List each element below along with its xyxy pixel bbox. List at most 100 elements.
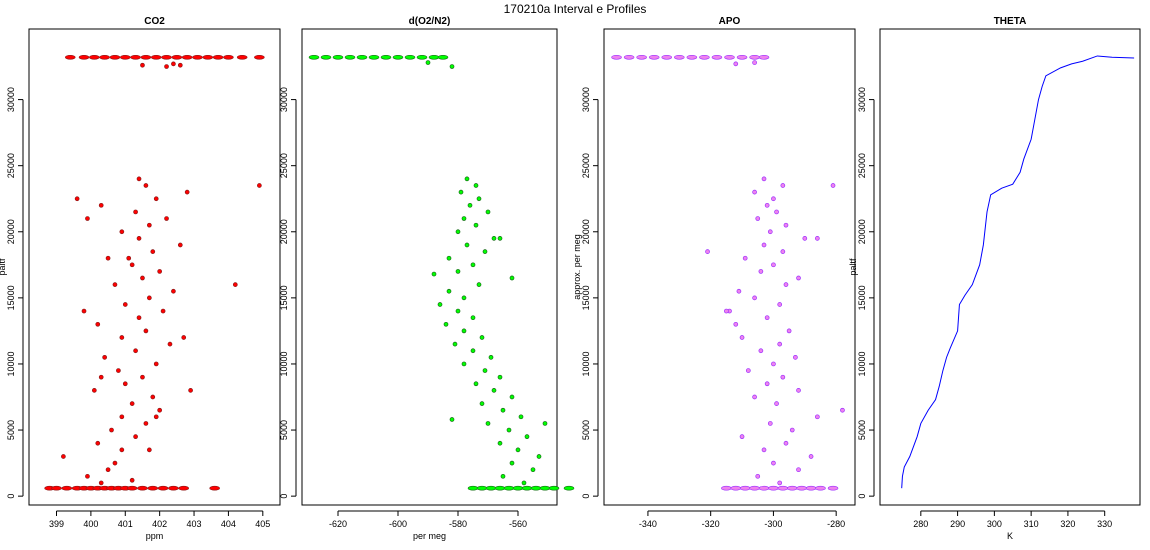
data-point — [437, 302, 443, 307]
plot-box — [301, 28, 558, 506]
data-point — [736, 54, 748, 60]
data-point — [119, 414, 125, 420]
data-point — [168, 485, 179, 491]
data-point — [755, 216, 761, 221]
data-point — [530, 467, 536, 473]
data-point — [181, 54, 193, 60]
data-point — [167, 341, 173, 347]
data-point — [112, 282, 118, 287]
y-tick-label: 25000 — [6, 153, 16, 178]
panel-theta: THETA 280 290 300 310 320 330 0 5000 10000 15000 20… — [848, 16, 1141, 541]
data-point — [81, 308, 87, 314]
data-point — [536, 454, 542, 459]
data-point — [119, 335, 125, 340]
data-point — [102, 354, 107, 360]
x-tick-label: 399 — [49, 519, 64, 529]
data-point — [814, 236, 820, 241]
data-point — [188, 388, 193, 393]
x-tick-label: -340 — [639, 519, 657, 529]
data-point — [774, 401, 779, 406]
y-tick-label: 5000 — [6, 420, 16, 440]
data-point — [137, 485, 148, 491]
x-tick-label: 400 — [83, 519, 98, 529]
y-tick-label: 10000 — [6, 351, 16, 376]
data-point — [257, 183, 262, 188]
plot-box — [879, 28, 1141, 506]
data-point — [473, 381, 479, 387]
data-point — [133, 434, 138, 440]
data-point — [89, 54, 100, 60]
data-point — [500, 407, 506, 413]
data-point — [512, 485, 524, 491]
data-point — [98, 202, 104, 208]
data-point — [64, 54, 76, 60]
data-point — [636, 54, 647, 60]
data-point — [509, 275, 515, 281]
panel-do2n2: d(O2/N2) -620 -600 -580 -560 0 5000 10000 15000 2… — [279, 16, 575, 541]
data-point — [467, 485, 479, 491]
data-point — [752, 295, 757, 301]
y-tick-label: 0 — [581, 494, 591, 499]
data-point — [783, 440, 789, 446]
data-point — [509, 460, 515, 466]
data-point — [122, 302, 128, 307]
data-point — [95, 440, 101, 446]
data-point — [815, 485, 826, 491]
data-point — [455, 229, 461, 235]
y-tick-label: 25000 — [279, 153, 289, 178]
data-point — [805, 485, 817, 491]
data-point — [802, 236, 808, 241]
data-point — [392, 54, 404, 60]
data-point — [733, 321, 739, 327]
data-point — [136, 236, 142, 241]
data-point — [515, 447, 521, 453]
data-point — [476, 196, 482, 202]
data-point — [777, 485, 789, 491]
data-point — [164, 216, 169, 221]
data-point — [461, 216, 467, 221]
y-tick-label: 5000 — [581, 420, 591, 440]
data-point — [764, 381, 770, 387]
x-axis-label: per meg — [413, 531, 446, 541]
data-point — [192, 54, 203, 60]
data-point — [443, 321, 449, 327]
data-point — [711, 54, 723, 60]
data-point — [119, 447, 125, 453]
data-point — [673, 54, 685, 60]
data-point — [739, 335, 745, 340]
data-point — [153, 196, 159, 202]
data-point — [416, 54, 428, 60]
y-axis-label: approx. per meg — [572, 234, 582, 300]
data-point — [786, 485, 798, 491]
data-point — [491, 236, 497, 241]
data-point — [796, 388, 801, 393]
data-point — [774, 209, 779, 215]
data-point — [530, 485, 542, 491]
data-point — [143, 421, 149, 426]
data-point — [146, 222, 152, 228]
data-point — [95, 321, 101, 327]
data-point — [428, 54, 440, 60]
data-point — [464, 176, 470, 182]
data-point — [767, 229, 773, 235]
data-point — [164, 64, 169, 69]
x-tick-label: -300 — [764, 519, 782, 529]
data-point — [425, 60, 431, 65]
x-tick-label: -600 — [389, 519, 407, 529]
data-point — [733, 61, 739, 67]
data-point — [777, 480, 783, 486]
data-point — [61, 485, 73, 491]
data-point — [503, 485, 515, 491]
data-point — [254, 54, 265, 60]
y-tick-label: 5000 — [279, 420, 289, 440]
data-point — [796, 467, 801, 473]
data-point — [160, 308, 166, 314]
x-axis-label: K — [1007, 531, 1013, 541]
y-tick-label: 10000 — [581, 351, 591, 376]
data-point — [171, 288, 176, 294]
y-tick-label: 5000 — [857, 420, 867, 440]
data-point — [202, 54, 214, 60]
data-point — [140, 62, 145, 68]
data-point — [122, 381, 128, 387]
data-point — [752, 394, 757, 400]
